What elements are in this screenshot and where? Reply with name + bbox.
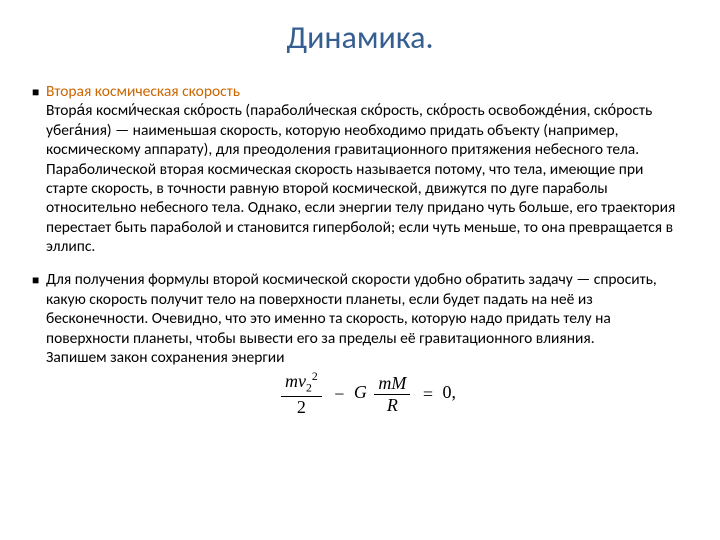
block-1: ■ Вторая космическая скорость Втора́я ко… — [32, 82, 688, 256]
slide: Динамика. ■ Вторая космическая скорость … — [0, 0, 720, 540]
slide-body: ■ Вторая космическая скорость Втора́я ко… — [32, 82, 688, 417]
v-var: v — [298, 371, 306, 391]
bullet-marker: ■ — [32, 86, 39, 100]
paragraph-1: Втора́я косми́ческая ско́рость (параболи… — [46, 101, 652, 159]
bullet-marker: ■ — [32, 274, 39, 288]
energy-formula: mv22 2 − G mM R = 0, — [278, 371, 456, 417]
paragraph-4: Запишем закон сохранения энергии — [46, 348, 285, 367]
slide-title: Динамика. — [0, 18, 720, 57]
paragraph-2: Параболической вторая космическая скорос… — [46, 160, 675, 257]
block-2: ■ Для получения формулы второй космическ… — [32, 270, 688, 417]
formula-block: mv22 2 − G mM R = 0, — [46, 371, 688, 417]
paragraph-3: Для получения формулы второй космической… — [46, 270, 657, 347]
subheading: Вторая космическая скорость — [46, 82, 240, 101]
